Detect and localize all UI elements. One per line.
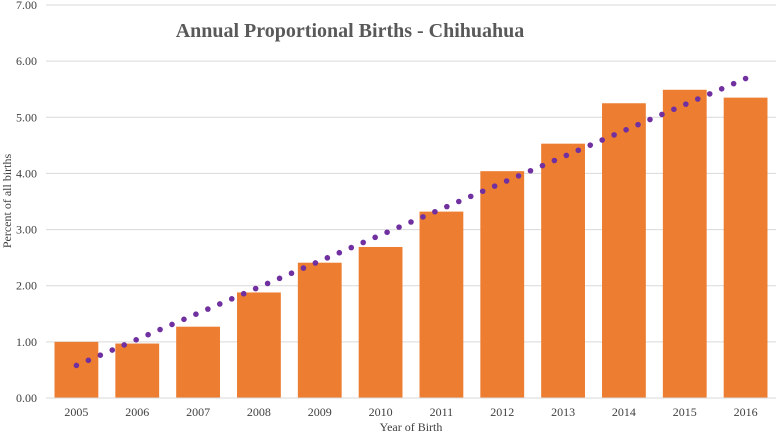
- x-tick-label: 2012: [490, 405, 514, 419]
- trendline-dot: [551, 157, 558, 164]
- bar-2012: [480, 171, 525, 398]
- trendline-dot: [730, 80, 737, 87]
- y-tick-label: 4.00: [16, 166, 37, 180]
- bar-2010: [358, 246, 403, 398]
- trendline-dot: [539, 162, 546, 169]
- x-tick-label: 2006: [125, 405, 149, 419]
- trendline-dot: [563, 152, 570, 159]
- trendline-dot: [217, 301, 223, 307]
- trendline-dot: [432, 208, 438, 215]
- trendline-dot: [396, 224, 402, 230]
- x-tick-label: 2010: [369, 405, 393, 419]
- y-tick-label: 6.00: [16, 54, 37, 68]
- trendline-dot: [575, 147, 582, 154]
- trendline-dot: [97, 352, 104, 358]
- x-axis-label: Year of Birth: [380, 420, 443, 433]
- trendline-dot: [228, 296, 235, 302]
- trendline-dot: [252, 285, 259, 292]
- bar-2007: [176, 326, 220, 398]
- trendline-dot: [360, 239, 367, 246]
- trendline-dot: [109, 347, 116, 353]
- bar-2015: [662, 89, 707, 399]
- x-axis-ticks: 2005 2006 2007 2008 2009 2010 2011 2012 2013 2014…: [64, 405, 757, 419]
- trendline-dot: [348, 244, 355, 251]
- trendline: [73, 75, 749, 369]
- trendline-dot: [694, 96, 701, 102]
- x-tick-label: 2007: [186, 405, 210, 419]
- bar-2006: [115, 343, 160, 398]
- trendline-dot: [85, 357, 92, 364]
- trendline-dot: [181, 316, 187, 323]
- trendline-dot: [527, 167, 534, 174]
- trendline-dot: [420, 214, 426, 220]
- trendline-dot: [503, 178, 510, 184]
- bar-2016: [723, 97, 768, 398]
- trendline-dot: [384, 229, 390, 236]
- trendline-dot: [336, 249, 343, 256]
- y-tick-label: 0.00: [16, 391, 37, 405]
- bar-2014: [602, 103, 646, 398]
- x-tick-label: 2015: [673, 405, 697, 419]
- trendline-dot: [455, 198, 462, 205]
- y-tick-label: 1.00: [16, 335, 37, 349]
- trendline-dot: [169, 321, 175, 328]
- trendline-dot: [479, 188, 486, 195]
- trendline-dot: [133, 337, 139, 343]
- x-tick-label: 2016: [734, 405, 758, 419]
- trendline-dot: [240, 290, 247, 297]
- x-tick-label: 2009: [308, 405, 332, 419]
- x-tick-label: 2011: [430, 405, 454, 419]
- trendline-dot: [706, 91, 713, 97]
- trendline-dot: [408, 219, 414, 225]
- trendline-dot: [372, 234, 378, 241]
- trendline-dot: [742, 75, 749, 82]
- trendline-dot: [647, 116, 653, 123]
- bar-2013: [541, 143, 585, 398]
- x-tick-label: 2013: [551, 405, 575, 419]
- trendline-dot: [324, 255, 331, 261]
- trendline-dot: [623, 126, 629, 133]
- y-tick-label: 3.00: [16, 223, 37, 237]
- trendline-dot: [659, 111, 665, 118]
- trendline-dot: [264, 280, 271, 287]
- trendline-dot: [121, 342, 128, 348]
- y-tick-label: 5.00: [16, 110, 37, 124]
- bar-2005: [54, 341, 99, 398]
- trendline-dot: [312, 260, 319, 266]
- x-tick-label: 2005: [64, 405, 88, 419]
- trendline-dot: [444, 203, 450, 210]
- trendline-dot: [671, 106, 677, 113]
- y-tick-label: 7.00: [16, 0, 37, 12]
- bar-2011: [419, 211, 464, 398]
- trendline-dot: [205, 306, 211, 312]
- gridlines: [46, 4, 776, 343]
- trendline-dot: [157, 326, 163, 333]
- x-tick-label: 2008: [247, 405, 271, 419]
- trendline-dot: [611, 132, 617, 138]
- trendline-dot: [193, 311, 199, 318]
- bar-2008: [237, 292, 281, 398]
- trendline-dot: [300, 265, 307, 271]
- trendline-dot: [683, 101, 689, 107]
- trendline-dot: [288, 270, 295, 277]
- bar-2009: [297, 262, 342, 398]
- y-axis-label: Percent of all births: [0, 154, 14, 249]
- trendline-dot: [718, 85, 725, 92]
- trendline-dot: [145, 331, 151, 338]
- trendline-dot: [515, 173, 522, 179]
- x-tick-label: 2014: [612, 405, 636, 419]
- trendline-dot: [587, 142, 594, 148]
- trendline-dot: [467, 193, 474, 200]
- trendline-dot: [491, 183, 498, 189]
- trendline-dot: [635, 121, 641, 128]
- trendline-dot: [73, 362, 80, 369]
- chart-title: Annual Proportional Births - Chihuahua: [176, 20, 525, 42]
- y-tick-label: 2.00: [16, 279, 37, 293]
- trendline-dot: [276, 275, 283, 282]
- trendline-dot: [599, 137, 605, 143]
- y-axis-ticks: 0.00 1.00 2.00 3.00 4.00 5.00 6.00 7.00: [16, 0, 37, 405]
- bars: [54, 89, 768, 399]
